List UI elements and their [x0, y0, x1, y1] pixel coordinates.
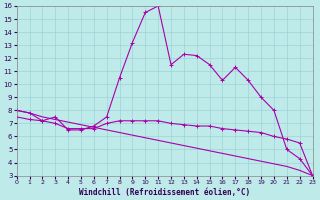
X-axis label: Windchill (Refroidissement éolien,°C): Windchill (Refroidissement éolien,°C) — [79, 188, 250, 197]
